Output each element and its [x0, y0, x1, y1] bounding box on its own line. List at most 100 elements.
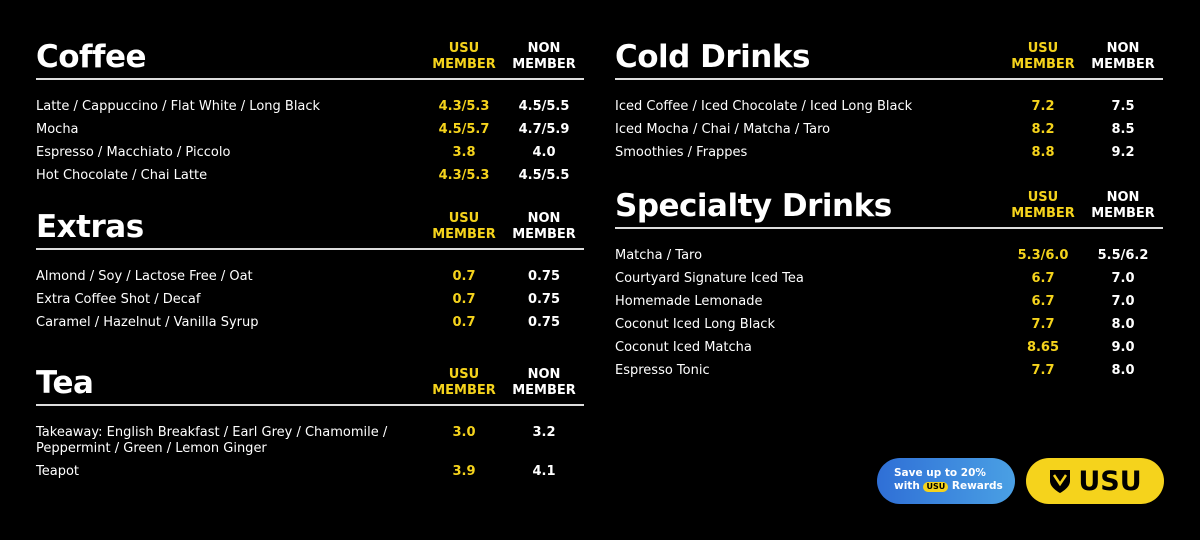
label-line: NON	[527, 367, 561, 382]
menu-item: Caramel / Hazelnut / Vanilla Syrup 0.7 0.7…	[36, 311, 584, 334]
section-title: Extras	[36, 209, 144, 245]
non-member-price: 0.75	[527, 314, 561, 330]
non-member-price: 3.2	[532, 424, 556, 440]
member-price: 3.8	[452, 144, 476, 160]
label-line: USU	[1027, 41, 1059, 56]
label-line: MEMBER	[512, 57, 576, 72]
non-member-price: 7.0	[1111, 293, 1135, 309]
non-member-price: 4.5/5.5	[518, 167, 570, 183]
menu-item: Matcha / Taro 5.3/6.0 5.5/6.2	[615, 244, 1163, 267]
label-line: USU	[1027, 190, 1059, 205]
promo-line: with USU Rewards	[894, 480, 1015, 493]
item-name: Coconut Iced Matcha	[615, 339, 752, 355]
member-price: 7.7	[1031, 362, 1055, 378]
non-member-price: 7.0	[1111, 270, 1135, 286]
item-name: Matcha / Taro	[615, 247, 703, 263]
item-name: Extra Coffee Shot / Decaf	[36, 291, 201, 307]
promo-with: with	[894, 480, 920, 492]
item-name: Espresso Tonic	[615, 362, 710, 378]
member-price: 3.9	[452, 463, 476, 479]
member-price: 8.8	[1031, 144, 1055, 160]
menu-item: Espresso Tonic 7.7 8.0	[615, 359, 1163, 382]
non-member-price: 4.5/5.5	[518, 98, 570, 114]
item-list: Iced Coffee / Iced Chocolate / Iced Long…	[615, 80, 1163, 164]
menu-item: Homemade Lemonade 6.7 7.0	[615, 290, 1163, 313]
non-member-label: NON MEMBER	[504, 211, 584, 243]
member-label: USU MEMBER	[424, 211, 504, 243]
item-name: Teapot	[36, 463, 79, 479]
member-label: USU MEMBER	[424, 367, 504, 399]
non-member-price: 8.5	[1111, 121, 1135, 137]
item-name: Latte / Cappuccino / Flat White / Long B…	[36, 98, 321, 114]
menu-item: Espresso / Macchiato / Piccolo 3.8 4.0	[36, 141, 584, 164]
menu-item: Almond / Soy / Lactose Free / Oat 0.7 0.75	[36, 265, 584, 288]
member-price: 3.0	[452, 424, 476, 440]
section-header: Extras USU MEMBER NON MEMBER	[36, 206, 584, 250]
member-price: 6.7	[1031, 293, 1055, 309]
menu-item: Latte / Cappuccino / Flat White / Long B…	[36, 95, 584, 118]
non-member-label: NON MEMBER	[504, 41, 584, 73]
menu-section: Extras USU MEMBER NON MEMBER Almond / Soy / L…	[36, 206, 584, 334]
member-price: 8.2	[1031, 121, 1055, 137]
label-line: USU	[448, 41, 480, 56]
non-member-price: 8.0	[1111, 362, 1135, 378]
item-name: Caramel / Hazelnut / Vanilla Syrup	[36, 314, 259, 330]
menu-item: Teapot 3.9 4.1	[36, 460, 584, 483]
non-member-price: 0.75	[527, 291, 561, 307]
member-label: USU MEMBER	[1003, 190, 1083, 222]
menu-section: Specialty Drinks USU MEMBER NON MEMBER Matcha…	[615, 185, 1163, 382]
item-list: Almond / Soy / Lactose Free / Oat 0.7 0.75…	[36, 250, 584, 334]
non-member-label: NON MEMBER	[1083, 41, 1163, 73]
item-name: Mocha	[36, 121, 79, 137]
menu-item: Mocha 4.5/5.7 4.7/5.9	[36, 118, 584, 141]
menu-item: Coconut Iced Matcha 8.65 9.0	[615, 336, 1163, 359]
promo-line: Save up to 20%	[894, 467, 986, 479]
menu-section: Tea USU MEMBER NON MEMBER Takeaway: English B…	[36, 362, 584, 483]
item-name: Almond / Soy / Lactose Free / Oat	[36, 268, 253, 284]
section-title: Cold Drinks	[615, 39, 810, 75]
member-price: 4.3/5.3	[438, 98, 490, 114]
item-name: Iced Mocha / Chai / Matcha / Taro	[615, 121, 831, 137]
item-name: Espresso / Macchiato / Piccolo	[36, 144, 231, 160]
label-line: NON	[1106, 41, 1140, 56]
section-title: Specialty Drinks	[615, 188, 892, 224]
section-title: Coffee	[36, 39, 147, 75]
menu-item: Smoothies / Frappes 8.8 9.2	[615, 141, 1163, 164]
member-price: 7.7	[1031, 316, 1055, 332]
member-price: 5.3/6.0	[1017, 247, 1069, 263]
logo-shield	[1050, 470, 1071, 493]
non-member-price: 7.5	[1111, 98, 1135, 114]
label-line: MEMBER	[1091, 57, 1155, 72]
non-member-price: 8.0	[1111, 316, 1135, 332]
menu-section: Cold Drinks USU MEMBER NON MEMBER Iced Coffee…	[615, 36, 1163, 164]
label-line: NON	[1106, 190, 1140, 205]
section-header: Cold Drinks USU MEMBER NON MEMBER	[615, 36, 1163, 80]
item-list: Latte / Cappuccino / Flat White / Long B…	[36, 80, 584, 187]
item-name: Takeaway: English Breakfast / Earl Grey …	[36, 424, 388, 456]
label-line: NON	[527, 211, 561, 226]
menu-item: Iced Mocha / Chai / Matcha / Taro 8.2 8.5	[615, 118, 1163, 141]
member-label: USU MEMBER	[1003, 41, 1083, 73]
member-price: 8.65	[1026, 339, 1060, 355]
label-line: MEMBER	[512, 227, 576, 242]
menu-item: Coconut Iced Long Black 7.7 8.0	[615, 313, 1163, 336]
menu-section: Coffee USU MEMBER NON MEMBER Latte / Cappucci…	[36, 36, 584, 187]
item-name: Coconut Iced Long Black	[615, 316, 775, 332]
section-header: Coffee USU MEMBER NON MEMBER	[36, 36, 584, 80]
menu-item: Extra Coffee Shot / Decaf 0.7 0.75	[36, 288, 584, 311]
member-price: 0.7	[452, 314, 476, 330]
non-member-price: 4.1	[532, 463, 556, 479]
member-price: 4.5/5.7	[438, 121, 490, 137]
promo-rewards: Rewards	[951, 480, 1003, 492]
menu-item: Takeaway: English Breakfast / Earl Grey …	[36, 421, 584, 460]
usu-logo[interactable]: USU	[1026, 458, 1164, 504]
section-header: Tea USU MEMBER NON MEMBER	[36, 362, 584, 406]
promo-badge[interactable]: Save up to 20% with USU Rewards	[877, 458, 1015, 504]
label-line: MEMBER	[432, 227, 496, 242]
label-line: MEMBER	[1011, 206, 1075, 221]
label-line: NON	[527, 41, 561, 56]
section-title: Tea	[36, 365, 94, 401]
non-member-price: 4.0	[532, 144, 556, 160]
item-name: Courtyard Signature Iced Tea	[615, 270, 804, 286]
